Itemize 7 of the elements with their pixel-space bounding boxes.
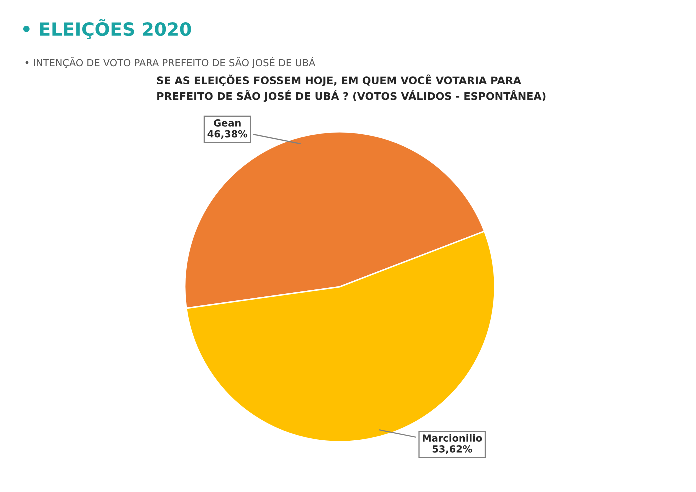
data-label: 46,38%	[208, 130, 248, 139]
slice-label: Gean	[214, 120, 241, 127]
data-label: 53,62%	[432, 446, 472, 454]
chart-title: • ELEIÇÕES 2020	[23, 19, 192, 40]
chart-subtitle: • INTENÇÃO DE VOTO PARA PREFEITO DE SÃO JOSÉ DE UBÁ	[26, 57, 316, 68]
text: SE AS ELEIÇÕES FOSSEM HOJE, EM QUEM VOCÊ VOTARIA PARA PREFEITO DE SÃO JOSÉ DE UBÁ ? (VOTOS VÁLIDOS - ESPONTÂNEA)	[157, 74, 546, 102]
slice-label: Marcionilio	[423, 434, 482, 442]
